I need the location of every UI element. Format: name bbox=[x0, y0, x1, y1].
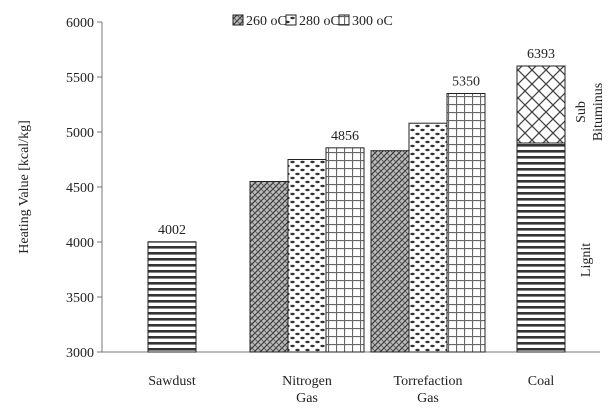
y-axis-title: Heating Value [kcal/kg] bbox=[17, 120, 32, 253]
y-tick-label: 6000 bbox=[66, 16, 94, 31]
data-label: 4002 bbox=[158, 223, 186, 238]
axes: 3000 3500 4000 4500 5000 5500 6000 Heating Valu… bbox=[17, 16, 600, 406]
y-tick-label: 3000 bbox=[66, 346, 94, 361]
x-tick-label: Gas bbox=[417, 391, 439, 403]
bar-series-2 bbox=[287, 159, 327, 353]
x-tick-label: Torrefaction bbox=[394, 374, 463, 389]
bar-coal-segment bbox=[516, 142, 566, 353]
legend-swatch bbox=[338, 14, 350, 26]
legend-label: 260 oC bbox=[246, 14, 287, 29]
bar-series-3 bbox=[325, 147, 365, 353]
x-tick-label: Nitrogen bbox=[282, 374, 332, 389]
bar-series-1 bbox=[370, 150, 410, 353]
y-tick-label: 3500 bbox=[66, 291, 94, 306]
legend-swatch bbox=[285, 14, 297, 26]
bar-series-2 bbox=[408, 122, 448, 353]
coal-segment-label: Lignit bbox=[579, 243, 594, 277]
x-tick-label: Coal bbox=[528, 374, 555, 389]
y-tick-label: 5000 bbox=[66, 126, 94, 141]
legend-swatch bbox=[232, 14, 244, 26]
x-tick-label: Sawdust bbox=[148, 374, 196, 389]
y-tick-label: 5500 bbox=[66, 71, 94, 86]
data-label: 5350 bbox=[452, 75, 480, 90]
y-tick-label: 4000 bbox=[66, 236, 94, 251]
data-labels: 4002 4856 5350 6393 Sub Bituminus Lignit bbox=[158, 47, 606, 277]
data-label: 6393 bbox=[527, 47, 555, 62]
legend: 260 oC 280 oC 300 oC bbox=[232, 14, 393, 29]
legend-label: 280 oC bbox=[299, 14, 340, 29]
bars bbox=[147, 65, 566, 353]
data-label: 4856 bbox=[331, 129, 359, 144]
x-tick-label: Gas bbox=[296, 391, 318, 403]
coal-segment-label: Bituminus bbox=[591, 83, 606, 141]
coal-segment-label: Sub bbox=[574, 101, 589, 123]
legend-label: 300 oC bbox=[352, 14, 393, 29]
bar-coal-segment bbox=[516, 65, 566, 144]
y-tick-label: 4500 bbox=[66, 181, 94, 196]
bar-series-1 bbox=[249, 181, 289, 353]
bar-series-3 bbox=[446, 93, 486, 353]
bar-sawdust bbox=[147, 241, 197, 353]
